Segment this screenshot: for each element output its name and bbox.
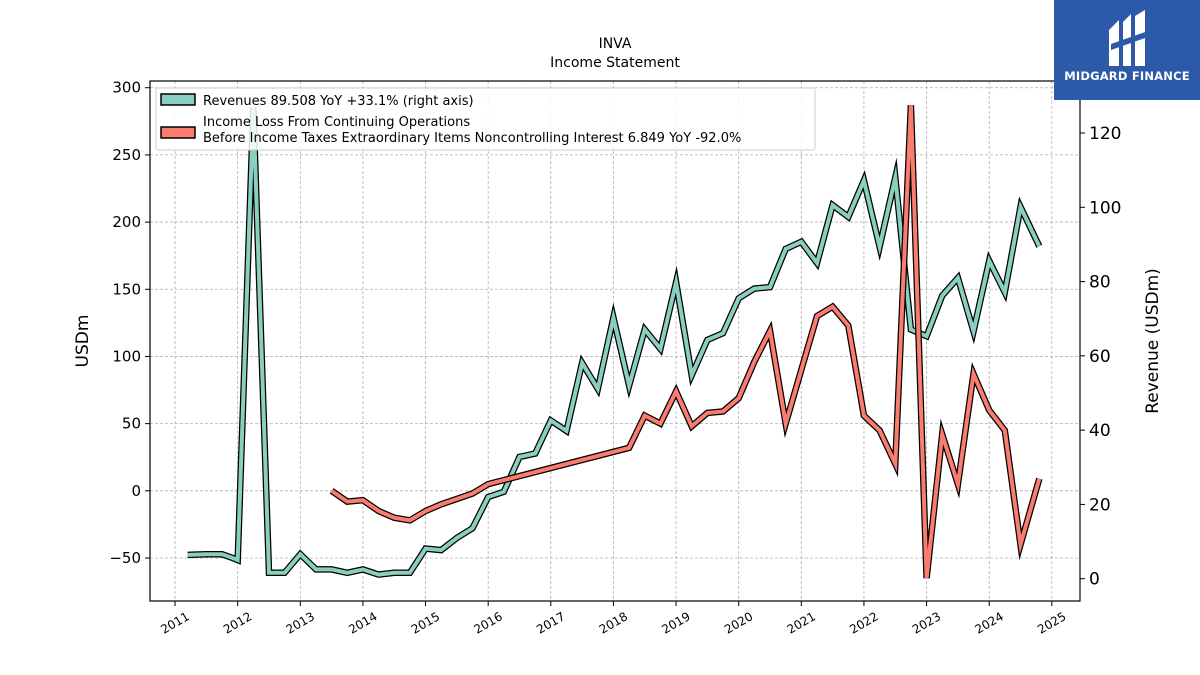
y-right-tick-label: 60 [1089,347,1111,367]
legend-swatch-income [160,126,196,139]
legend-box [155,87,816,151]
y-left-tick-label: 250 [112,146,141,164]
y-right-tick-label: 80 [1089,273,1111,293]
series-line [187,106,1042,577]
logo-text: MIDGARD FINANCE [1064,69,1190,83]
series-revenues [187,106,1043,578]
series-line [330,105,1042,579]
y-right-tick-label: 100 [1089,198,1121,218]
series-layer [187,105,1043,579]
chart-title: INVA [599,36,632,52]
chart-subtitle: Income Statement [550,55,680,71]
x-tick-label: 2021 [785,609,818,636]
y-left-tick-label: 50 [122,415,141,433]
x-tick-label: 2023 [910,609,943,636]
legend-label-income-line: Before Income Taxes Extraordinary Items … [203,131,741,146]
x-tick-label: 2018 [597,609,630,636]
x-tick-label: 2016 [471,609,504,636]
x-tick-label: 2017 [534,609,567,636]
midgard-finance-logo: MIDGARD FINANCE [1054,0,1200,100]
y-axis-left-label: USDm [73,315,93,368]
x-tick-label: 2024 [972,609,1005,636]
y-left-tick-label: 300 [112,79,141,97]
series-income-loss [329,105,1043,579]
legend-swatch-revenues [160,93,196,106]
x-tick-label: 2020 [722,609,755,636]
grid [150,81,1080,601]
y-left-tick-label: 150 [112,280,141,298]
x-tick-label: 2014 [346,609,379,636]
x-tick-label: 2013 [284,609,317,636]
x-tick-label: 2022 [847,609,880,636]
x-tick-label: 2025 [1035,609,1068,636]
legend-label-revenues: Revenues 89.508 YoY +33.1% (right axis) [203,94,474,109]
x-tick-label: 2012 [221,609,254,636]
y-right-tick-label: 20 [1089,495,1111,515]
x-tick-label: 2015 [409,609,442,636]
y-right-tick-label: 120 [1089,124,1121,144]
x-tick-label: 2011 [158,609,191,636]
y-right-tick-label: 0 [1089,570,1100,590]
legend-label-income: Income Loss From Continuing Operations Be… [203,115,741,146]
y-left-tick-label: 100 [112,347,141,365]
y-left-tick-label: 200 [112,213,141,231]
legend-label-income-line: Income Loss From Continuing Operations [203,115,470,130]
y-right-tick-label: 40 [1089,421,1111,441]
y-left-tick-label: 0 [131,482,141,500]
logo-emblem-icon [1109,10,1145,66]
y-axis-right-label: Revenue (USDm) [1143,268,1163,414]
x-tick-label: 2019 [659,609,692,636]
legend: Revenues 89.508 YoY +33.1% (right axis) … [155,87,816,151]
y-left-tick-label: −50 [109,549,141,567]
plot-frame [149,80,1081,602]
